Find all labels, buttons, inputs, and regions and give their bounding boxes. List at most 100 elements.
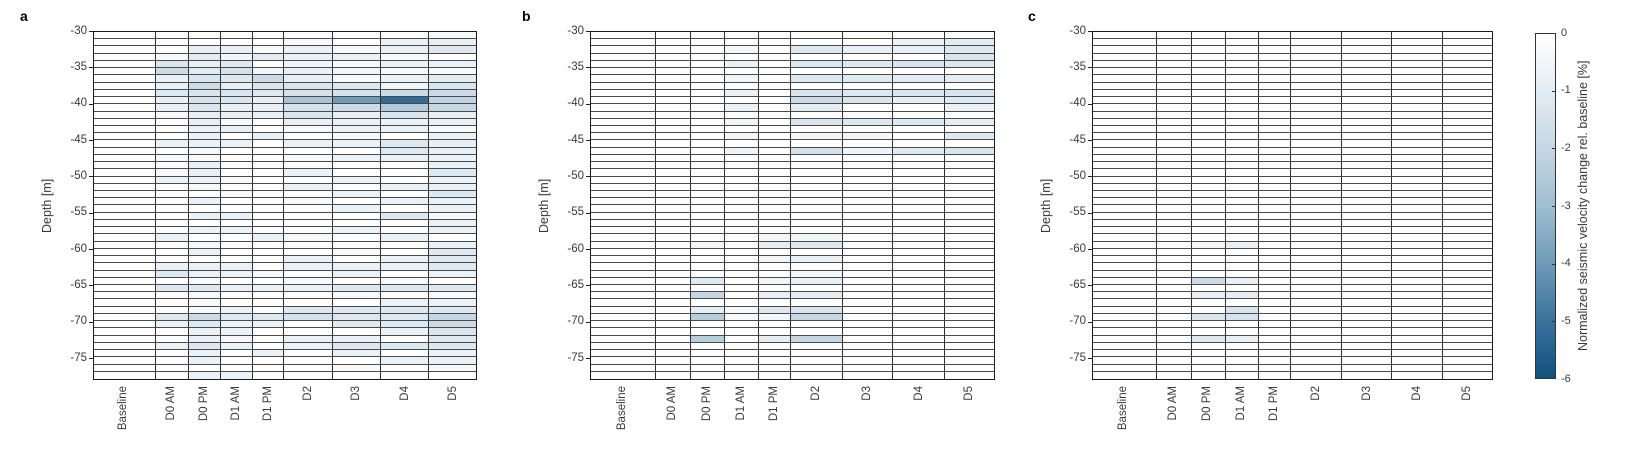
heatmap-cell — [1291, 53, 1343, 61]
heatmap-cell — [380, 75, 430, 83]
heatmap-cell — [591, 97, 657, 105]
heatmap-cell — [284, 234, 333, 242]
heatmap-cell — [591, 162, 657, 170]
heatmap-cell — [1443, 191, 1492, 199]
heatmap-cell — [944, 53, 994, 61]
heatmap-cell — [1157, 97, 1192, 105]
heatmap-cell — [253, 350, 284, 358]
heatmap-cell — [1226, 111, 1260, 119]
heatmap-cell — [1259, 183, 1292, 192]
x-tick-label: D4 — [398, 386, 411, 401]
heatmap-cell — [1392, 299, 1444, 307]
heatmap-cell — [94, 292, 156, 300]
heatmap-cell — [1093, 256, 1158, 264]
heatmap-cell — [656, 32, 691, 40]
heatmap-cell — [221, 256, 254, 264]
heatmap-cell — [332, 82, 381, 90]
heatmap-cell — [1291, 176, 1343, 184]
heatmap-cell — [1291, 342, 1343, 351]
heatmap-cell — [380, 133, 430, 141]
heatmap-cell — [758, 212, 792, 220]
heatmap-cell — [1342, 270, 1393, 278]
heatmap-cell — [253, 89, 284, 98]
heatmap-cell — [758, 335, 792, 343]
heatmap-cell — [94, 321, 156, 329]
heatmap-cell — [1259, 371, 1292, 379]
heatmap-cell — [1157, 162, 1192, 170]
colorbar-tick-mark — [1552, 321, 1555, 323]
heatmap-cell — [656, 270, 691, 278]
heatmap-cell — [1342, 162, 1393, 170]
heatmap-cell — [591, 292, 657, 300]
y-tick-label: -40 — [567, 97, 584, 110]
heatmap-cell — [944, 183, 994, 192]
y-tick-mark — [1088, 67, 1092, 69]
heatmap-cell — [429, 39, 476, 47]
y-tick-mark — [1088, 249, 1092, 251]
heatmap-cell — [725, 270, 759, 278]
heatmap-cell — [332, 118, 381, 126]
heatmap-cell — [1259, 198, 1292, 206]
heatmap-cell — [1342, 277, 1393, 286]
heatmap-cell — [1342, 364, 1393, 372]
heatmap-cell — [1342, 125, 1393, 134]
heatmap-cell — [842, 53, 894, 61]
heatmap-cell — [1157, 118, 1192, 126]
heatmap-cell — [944, 328, 994, 336]
heatmap-cell — [842, 140, 894, 148]
heatmap-cell — [155, 53, 189, 61]
heatmap-cell — [1226, 248, 1260, 257]
heatmap-cell — [791, 342, 843, 351]
x-tick-label: D3 — [861, 386, 874, 401]
heatmap-cell — [1342, 335, 1393, 343]
heatmap-cell — [791, 364, 843, 372]
heatmap-cell — [725, 285, 759, 293]
heatmap-cell — [1392, 198, 1444, 206]
heatmap-cell — [591, 205, 657, 213]
heatmap-cell — [94, 364, 156, 372]
heatmap-cell — [429, 270, 476, 278]
y-tick-mark — [586, 103, 590, 105]
heatmap-cell — [188, 335, 222, 343]
heatmap-cell — [188, 227, 222, 235]
heatmap-cell — [1392, 125, 1444, 134]
heatmap-cell — [1443, 350, 1492, 358]
heatmap-cell — [429, 147, 476, 155]
heatmap-cell — [253, 53, 284, 61]
heatmap-cell — [155, 212, 189, 220]
heatmap-cell — [1259, 118, 1292, 126]
heatmap-cell — [1291, 371, 1343, 379]
heatmap-cell — [1093, 285, 1158, 293]
heatmap-cell — [1342, 39, 1393, 47]
heatmap-cell — [725, 125, 759, 134]
heatmap-cell — [944, 140, 994, 148]
heatmap-cell — [221, 75, 254, 83]
heatmap-cell — [690, 241, 726, 249]
heatmap-cell — [1226, 205, 1260, 213]
heatmap-cell — [1157, 299, 1192, 307]
heatmap-cell — [1392, 169, 1444, 177]
heatmap-cell — [791, 176, 843, 184]
heatmap-cell — [1291, 125, 1343, 134]
heatmap-cell — [332, 176, 381, 184]
heatmap-cell — [1226, 191, 1260, 199]
y-tick-mark — [89, 140, 93, 142]
panel-letter-c: c — [1028, 8, 1036, 24]
heatmap-cell — [94, 154, 156, 163]
heatmap-cell — [155, 342, 189, 351]
heatmap-cell — [94, 147, 156, 155]
heatmap-cell — [1392, 256, 1444, 264]
y-tick-label: -75 — [567, 351, 584, 364]
y-tick-label: -60 — [1069, 242, 1086, 255]
heatmap-cell — [591, 321, 657, 329]
heatmap-cell — [944, 75, 994, 83]
heatmap-cell — [94, 111, 156, 119]
y-tick-label: -65 — [1069, 278, 1086, 291]
heatmap-cell — [656, 162, 691, 170]
heatmap-cell — [791, 60, 843, 69]
heatmap-cell — [155, 162, 189, 170]
x-tick-label: D1 PM — [1268, 386, 1281, 422]
heatmap-cell — [1226, 60, 1260, 69]
heatmap-cell — [842, 371, 894, 379]
heatmap-cell — [429, 277, 476, 286]
